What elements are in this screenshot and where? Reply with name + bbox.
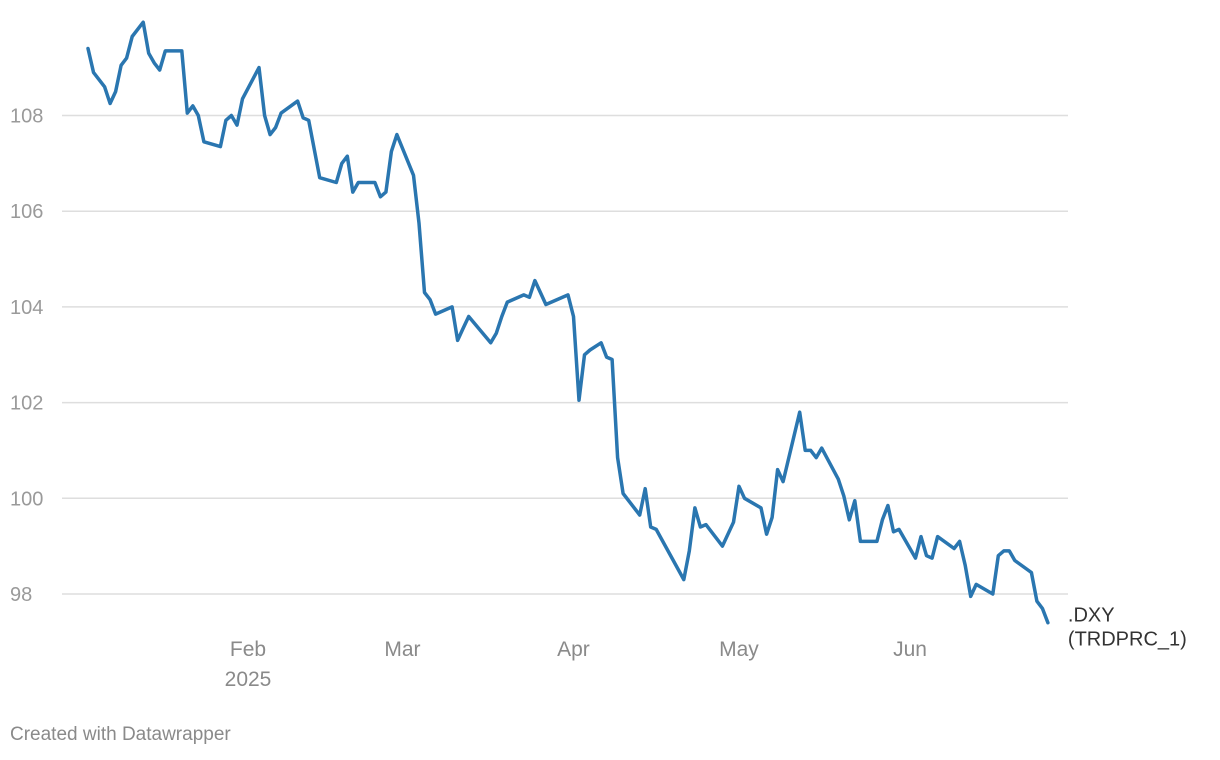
y-tick-label: 102 (10, 393, 43, 415)
y-axis-tick-labels: 98 100 102 104 106 108 (10, 106, 43, 607)
credit-text: Created with Datawrapper (10, 724, 231, 745)
y-tick-label: 106 (10, 201, 43, 223)
series-label: (TRDPRC_1) (1068, 629, 1187, 651)
x-tick-label: Apr (557, 638, 590, 661)
x-tick-label: May (719, 638, 759, 661)
x-tick-label: Mar (384, 638, 420, 661)
series-lines (86, 20, 1050, 625)
y-tick-label: 100 (10, 488, 43, 510)
series-label: .DXY (1068, 605, 1115, 627)
x-tick-sublabel: 2025 (225, 668, 272, 691)
y-tick-label: 98 (10, 584, 32, 606)
line-chart: 98 100 102 104 106 108 Feb 2025 Mar Apr May Jun .D… (10, 20, 1187, 691)
gridlines (62, 114, 1068, 595)
y-tick-label: 104 (10, 297, 43, 319)
series-labels: .DXY(TRDPRC_1) (1068, 605, 1187, 651)
x-axis-tick-labels: Feb 2025 Mar Apr May Jun (225, 638, 927, 691)
series-line (86, 20, 1050, 625)
x-tick-label: Jun (893, 638, 927, 661)
x-tick-label: Feb (230, 638, 266, 661)
y-tick-label: 108 (10, 106, 43, 128)
